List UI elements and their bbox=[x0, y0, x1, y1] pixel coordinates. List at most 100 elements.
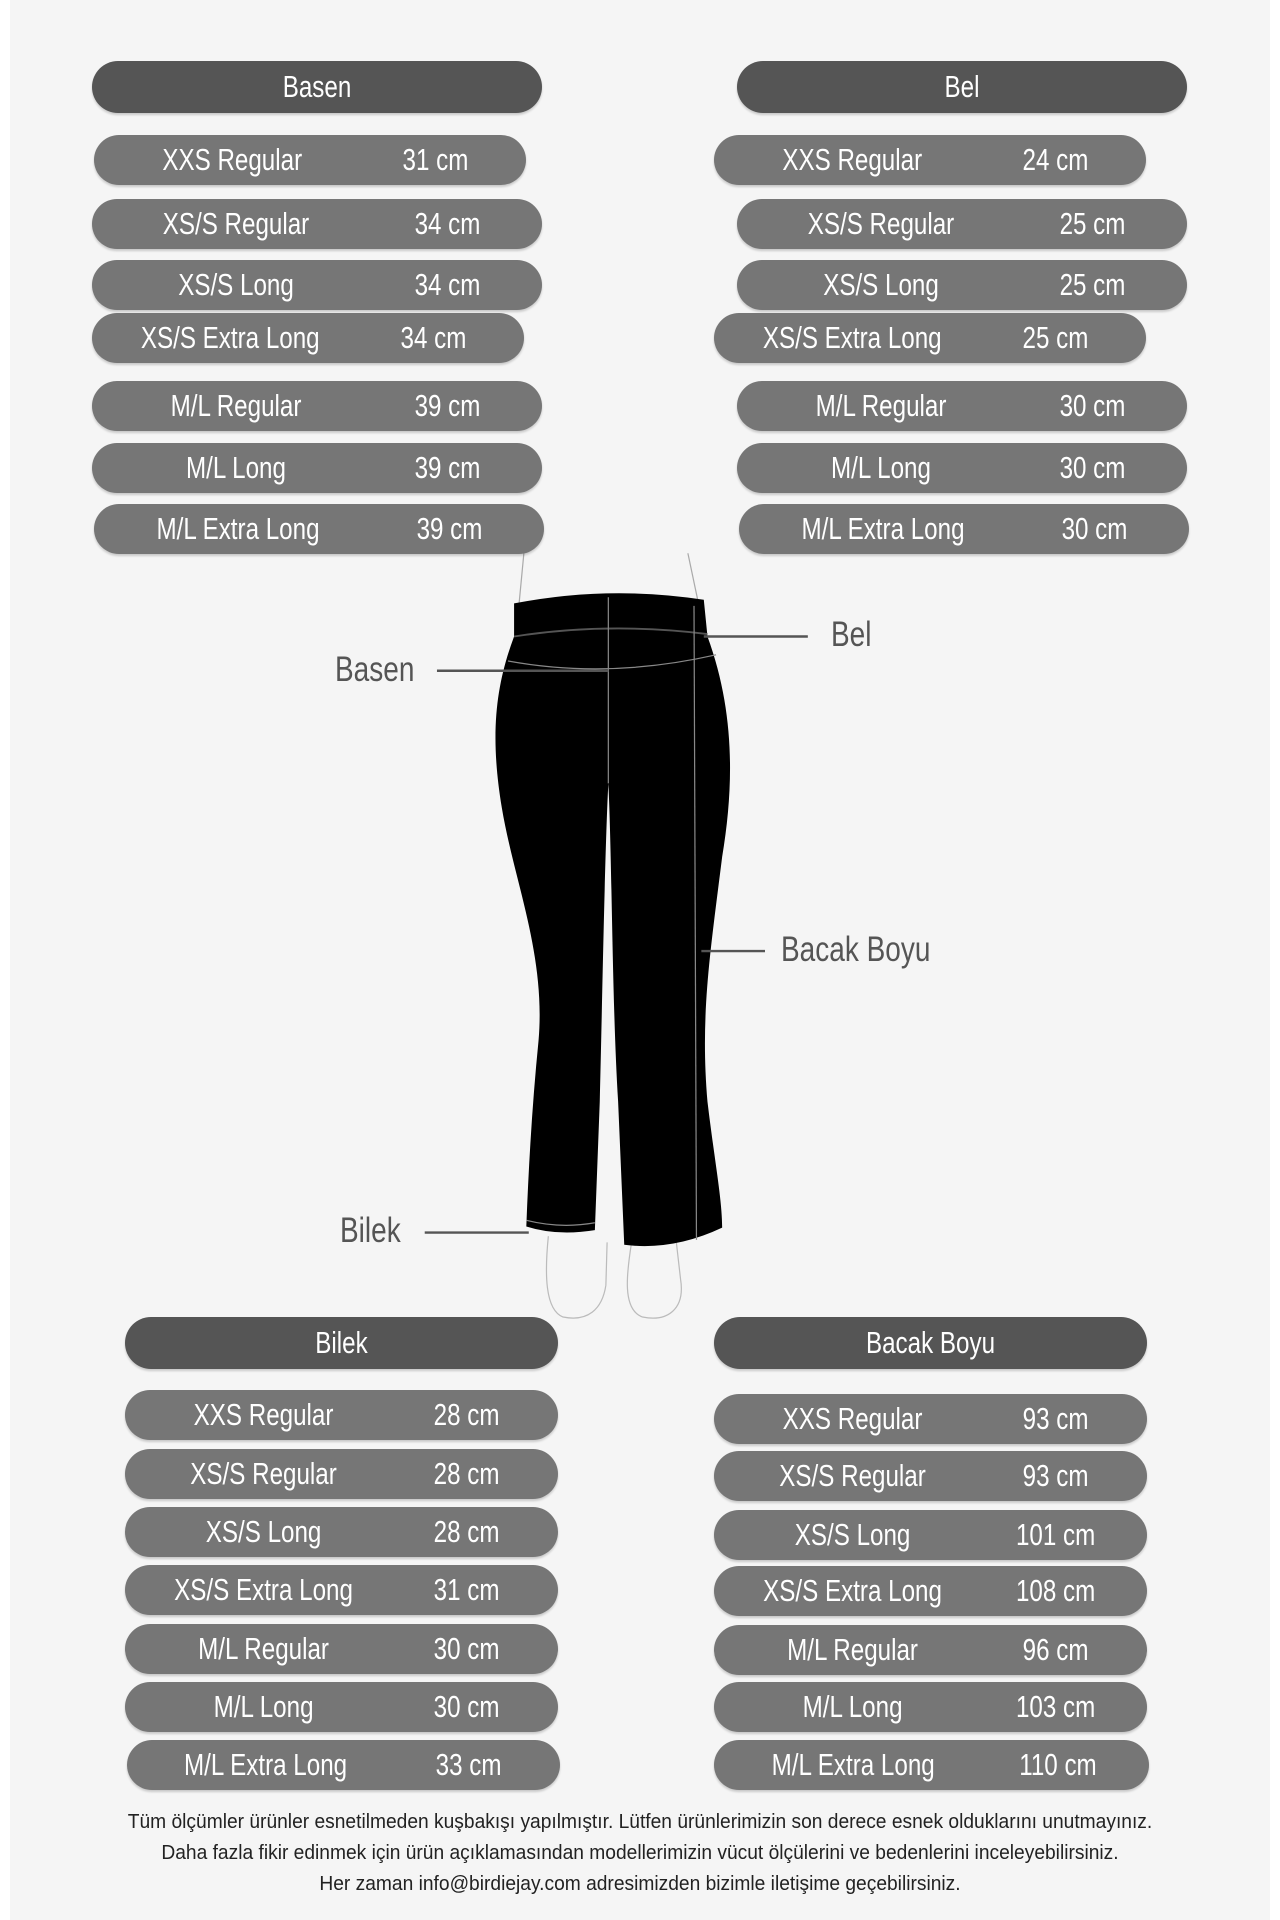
bilek-row: XXS Regular 28 cm bbox=[125, 1390, 558, 1440]
bilek-row: XS/S Regular 28 cm bbox=[125, 1449, 558, 1499]
size-value: 110 cm bbox=[1018, 1747, 1097, 1782]
size-label: M/L Extra Long bbox=[184, 1747, 348, 1782]
bilek-row: XS/S Long 28 cm bbox=[125, 1507, 558, 1557]
bel-row: M/L Long 30 cm bbox=[737, 443, 1187, 493]
basen-row: M/L Regular 39 cm bbox=[92, 381, 542, 431]
bilek-title: Bilek bbox=[315, 1325, 368, 1360]
bacak-boyu-row: M/L Regular 96 cm bbox=[714, 1625, 1147, 1675]
size-label: XS/S Extra Long bbox=[763, 1573, 942, 1608]
bel-row: M/L Extra Long 30 cm bbox=[739, 504, 1189, 554]
size-label: XS/S Extra Long bbox=[762, 320, 942, 355]
bel-header: Bel bbox=[737, 61, 1187, 113]
size-label: XXS Regular bbox=[193, 1397, 334, 1432]
size-label: M/L Regular bbox=[815, 388, 947, 423]
bacak-boyu-row: XS/S Regular 93 cm bbox=[714, 1451, 1147, 1501]
size-label: M/L Extra Long bbox=[156, 511, 320, 546]
size-value: 30 cm bbox=[434, 1689, 500, 1724]
size-label: M/L Extra Long bbox=[801, 511, 965, 546]
size-label: XS/S Long bbox=[178, 267, 294, 302]
size-value: 108 cm bbox=[1016, 1573, 1096, 1608]
bel-title: Bel bbox=[944, 69, 980, 104]
size-label: XS/S Regular bbox=[779, 1458, 926, 1493]
bilek-row: M/L Extra Long 33 cm bbox=[127, 1740, 560, 1790]
basen-measure-line bbox=[507, 654, 717, 670]
size-value: 39 cm bbox=[414, 388, 481, 423]
size-label: M/L Regular bbox=[198, 1631, 329, 1666]
annotation-bilek: Bilek bbox=[340, 1211, 401, 1250]
size-label: XS/S Extra Long bbox=[174, 1572, 353, 1607]
bilek-row: M/L Regular 30 cm bbox=[125, 1624, 558, 1674]
bacak-measure-line bbox=[693, 605, 698, 1240]
size-value: 34 cm bbox=[414, 267, 481, 302]
size-value: 24 cm bbox=[1022, 142, 1089, 177]
size-value: 34 cm bbox=[414, 206, 481, 241]
size-label: XS/S Long bbox=[794, 1517, 911, 1552]
bel-row: XXS Regular 24 cm bbox=[714, 135, 1146, 185]
bacak-boyu-row: M/L Extra Long 110 cm bbox=[714, 1740, 1149, 1790]
bacak-boyu-row: M/L Long 103 cm bbox=[714, 1682, 1147, 1732]
size-label: XS/S Long bbox=[205, 1514, 322, 1549]
size-label: XXS Regular bbox=[162, 142, 303, 177]
bacak-boyu-title: Bacak Boyu bbox=[865, 1325, 996, 1360]
size-value: 30 cm bbox=[1061, 511, 1128, 546]
hanger-line-left bbox=[518, 553, 525, 605]
size-value: 25 cm bbox=[1022, 320, 1089, 355]
size-label: XS/S Regular bbox=[807, 206, 955, 241]
size-value: 33 cm bbox=[436, 1747, 502, 1782]
size-label: XS/S Regular bbox=[162, 206, 310, 241]
annotation-basen: Basen bbox=[335, 650, 415, 689]
bilek-row: M/L Long 30 cm bbox=[125, 1682, 558, 1732]
size-label: M/L Regular bbox=[170, 388, 302, 423]
size-value: 30 cm bbox=[434, 1631, 500, 1666]
bilek-header: Bilek bbox=[125, 1317, 558, 1369]
basen-row: XS/S Long 34 cm bbox=[92, 260, 542, 310]
size-label: M/L Long bbox=[802, 1689, 903, 1724]
size-label: XXS Regular bbox=[782, 142, 923, 177]
size-value: 39 cm bbox=[414, 450, 481, 485]
size-value: 28 cm bbox=[434, 1514, 500, 1549]
bel-row: XS/S Regular 25 cm bbox=[737, 199, 1187, 249]
footer-note-2: Daha fazla fikir edinmek için ürün açıkl… bbox=[161, 1842, 1119, 1864]
size-value: 31 cm bbox=[434, 1572, 500, 1607]
size-value: 34 cm bbox=[400, 320, 467, 355]
bacak-boyu-row: XS/S Long 101 cm bbox=[714, 1510, 1147, 1560]
right-foot-outline bbox=[626, 1236, 682, 1319]
size-label: M/L Regular bbox=[787, 1632, 918, 1667]
basen-row: M/L Long 39 cm bbox=[92, 443, 542, 493]
size-value: 30 cm bbox=[1059, 388, 1126, 423]
size-label: M/L Long bbox=[186, 450, 286, 485]
bacak-boyu-row: XS/S Extra Long 108 cm bbox=[714, 1566, 1147, 1616]
basen-title: Basen bbox=[282, 69, 352, 104]
size-label: XXS Regular bbox=[782, 1401, 923, 1436]
pants-shape bbox=[495, 593, 731, 1247]
size-value: 93 cm bbox=[1023, 1458, 1089, 1493]
bel-row: XS/S Extra Long 25 cm bbox=[714, 313, 1146, 363]
size-value: 101 cm bbox=[1016, 1517, 1096, 1552]
basen-row: XXS Regular 31 cm bbox=[94, 135, 526, 185]
annotation-bacak-boyu: Bacak Boyu bbox=[781, 930, 931, 969]
bilek-row: XS/S Extra Long 31 cm bbox=[125, 1565, 558, 1615]
size-label: XS/S Long bbox=[823, 267, 939, 302]
hanger-line-right bbox=[687, 553, 699, 600]
size-value: 25 cm bbox=[1059, 267, 1126, 302]
basen-row: XS/S Regular 34 cm bbox=[92, 199, 542, 249]
bacak-boyu-header: Bacak Boyu bbox=[714, 1317, 1147, 1369]
size-value: 31 cm bbox=[402, 142, 469, 177]
footer-note-1: Tüm ölçümler ürünler esnetilmeden kuşbak… bbox=[127, 1811, 1153, 1833]
size-label: M/L Long bbox=[213, 1689, 314, 1724]
size-value: 103 cm bbox=[1016, 1689, 1096, 1724]
basen-row: M/L Extra Long 39 cm bbox=[94, 504, 544, 554]
size-value: 25 cm bbox=[1059, 206, 1126, 241]
annotation-bel: Bel bbox=[831, 615, 872, 654]
size-value: 93 cm bbox=[1023, 1401, 1089, 1436]
bilek-measure-line bbox=[526, 1219, 595, 1226]
size-label: M/L Long bbox=[831, 450, 931, 485]
basen-header: Basen bbox=[92, 61, 542, 113]
waistband-seam bbox=[513, 627, 708, 638]
size-value: 30 cm bbox=[1059, 450, 1126, 485]
size-value: 28 cm bbox=[434, 1397, 500, 1432]
footer-note-3: Her zaman info@birdiejay.com adresimizde… bbox=[319, 1873, 961, 1895]
basen-row: XS/S Extra Long 34 cm bbox=[92, 313, 524, 363]
left-foot-outline bbox=[545, 1236, 608, 1319]
